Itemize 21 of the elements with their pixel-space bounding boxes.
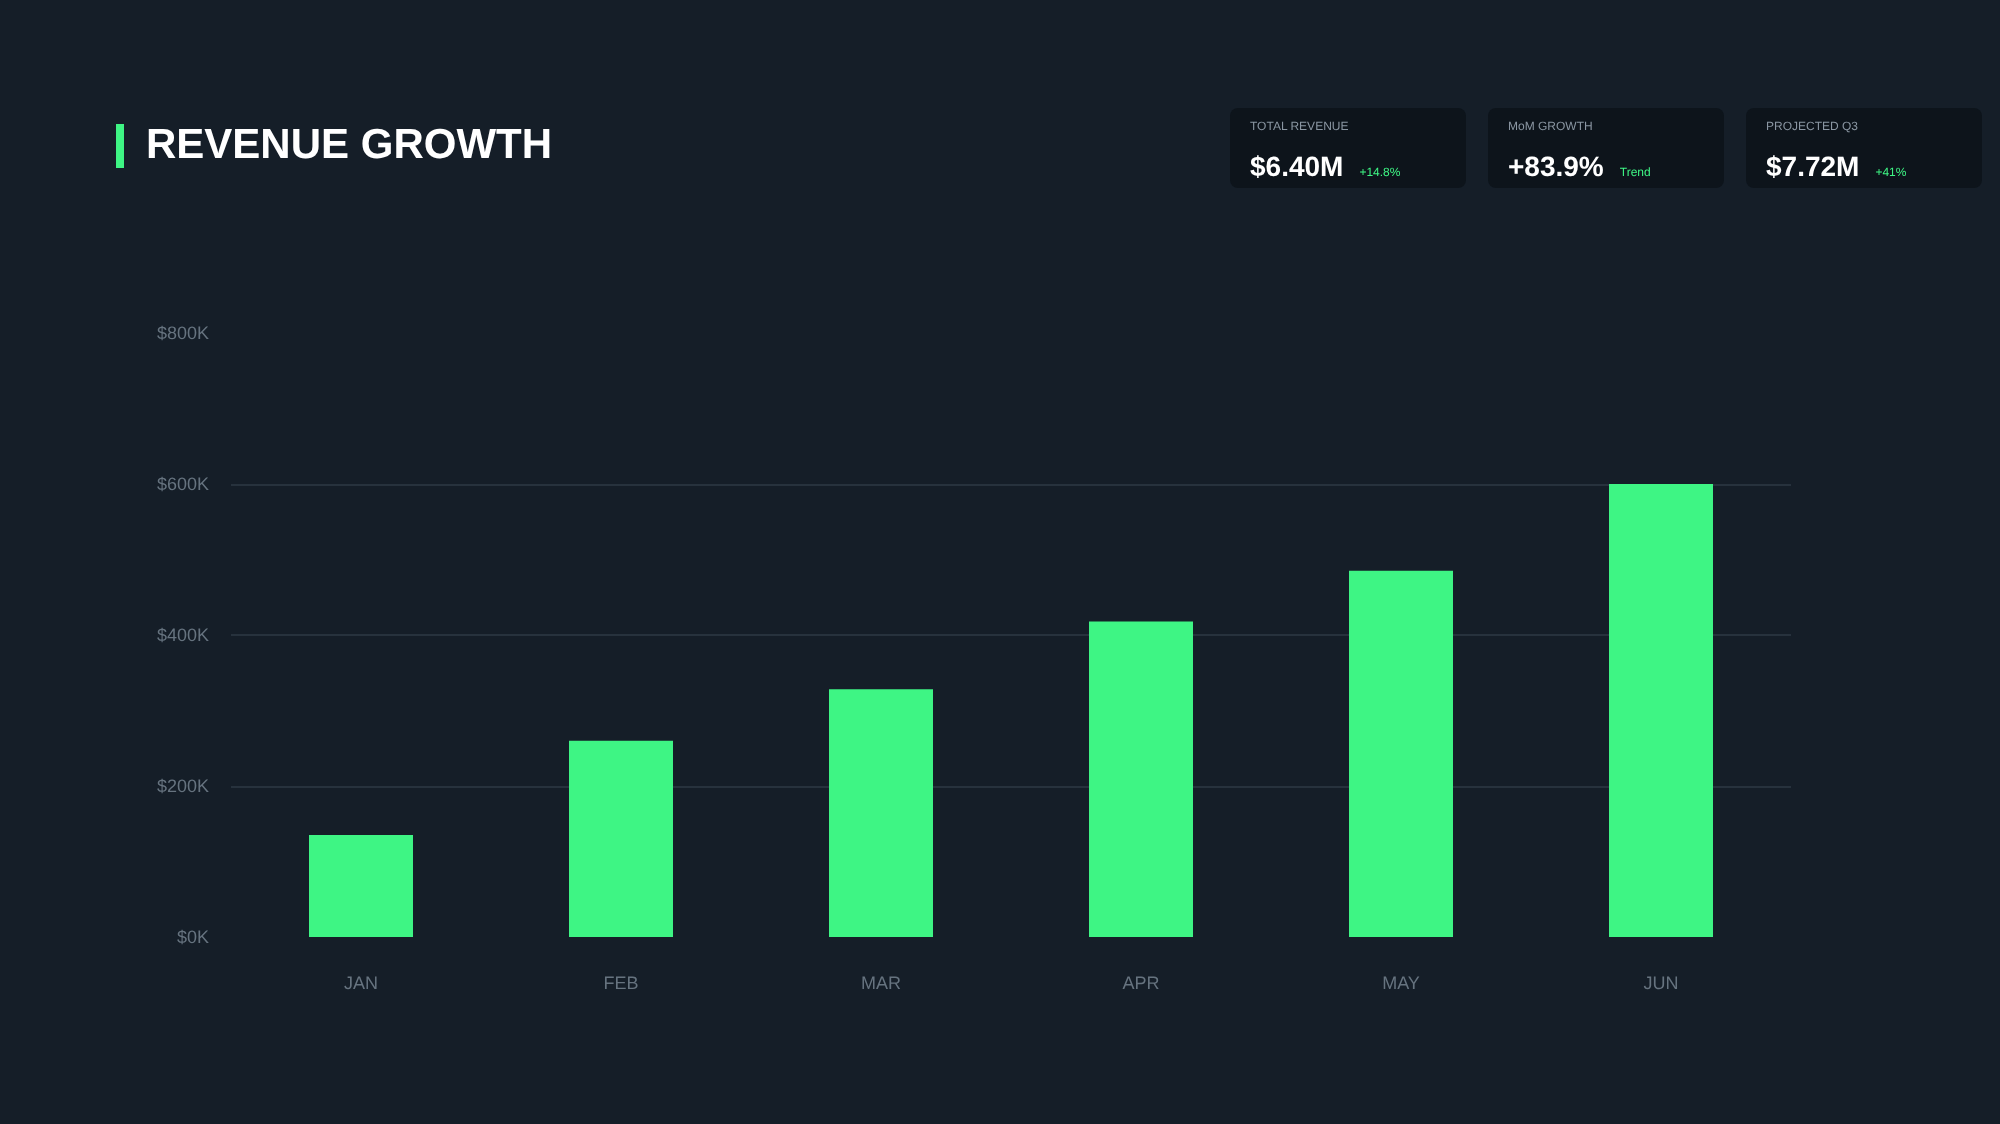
bar <box>1089 621 1193 937</box>
x-tick-label: MAY <box>1382 973 1420 993</box>
text: +83.9% <box>1508 149 1604 182</box>
x-tick-label: JAN <box>344 973 379 993</box>
y-tick-label: $0K <box>176 927 209 947</box>
bar <box>569 740 673 937</box>
x-tick-label: FEB <box>603 973 639 993</box>
x-tick-label: JUN <box>1643 973 1679 993</box>
text: $6.40M <box>1250 149 1344 182</box>
text: $7.72M <box>1766 149 1860 182</box>
bar <box>829 689 933 937</box>
x-tick-label: MAR <box>861 973 902 993</box>
x-tick-label: APR <box>1122 973 1161 993</box>
y-tick-label: $200K <box>156 776 210 796</box>
bar <box>309 835 413 937</box>
bar <box>1349 570 1453 937</box>
y-tick-label: $800K <box>156 323 210 343</box>
y-tick-label: $600K <box>156 474 210 494</box>
bar <box>1609 484 1713 937</box>
y-tick-label: $400K <box>156 625 210 645</box>
chart-title: REVENUE GROWTH <box>116 122 553 168</box>
